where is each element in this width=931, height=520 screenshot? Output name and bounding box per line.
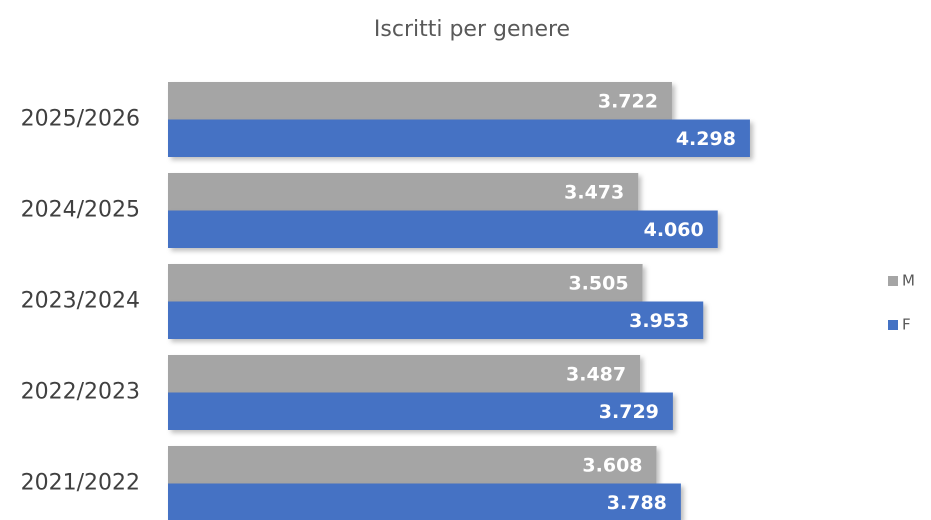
data-label: 3.722	[598, 90, 658, 112]
data-label: 4.298	[676, 128, 736, 150]
legend-swatch	[888, 320, 898, 330]
bar	[168, 483, 681, 520]
data-label: 4.060	[644, 219, 704, 241]
data-label: 3.487	[566, 363, 626, 385]
legend-label: M	[902, 272, 915, 290]
bar	[168, 119, 750, 157]
data-label: 3.473	[564, 181, 624, 203]
bar	[168, 210, 718, 248]
bar	[168, 82, 672, 120]
chart-title: Iscritti per genere	[374, 17, 570, 42]
bar	[168, 301, 704, 339]
bar	[168, 355, 641, 393]
data-label: 3.505	[568, 272, 628, 294]
data-label: 3.788	[607, 492, 667, 514]
y-tick-label: 2023/2024	[21, 289, 140, 314]
y-tick-label: 2024/2025	[21, 198, 140, 223]
y-tick-label: 2022/2023	[21, 380, 140, 405]
data-label: 3.729	[599, 401, 659, 423]
data-label: 3.953	[629, 310, 689, 332]
bar	[168, 264, 643, 302]
y-tick-label: 2021/2022	[21, 471, 140, 496]
bar	[168, 446, 657, 484]
bar	[168, 392, 673, 430]
bar	[168, 173, 639, 211]
data-label: 3.608	[582, 454, 642, 476]
legend-swatch	[888, 276, 898, 286]
y-tick-label: 2025/2026	[21, 107, 140, 132]
legend-label: F	[902, 316, 911, 334]
